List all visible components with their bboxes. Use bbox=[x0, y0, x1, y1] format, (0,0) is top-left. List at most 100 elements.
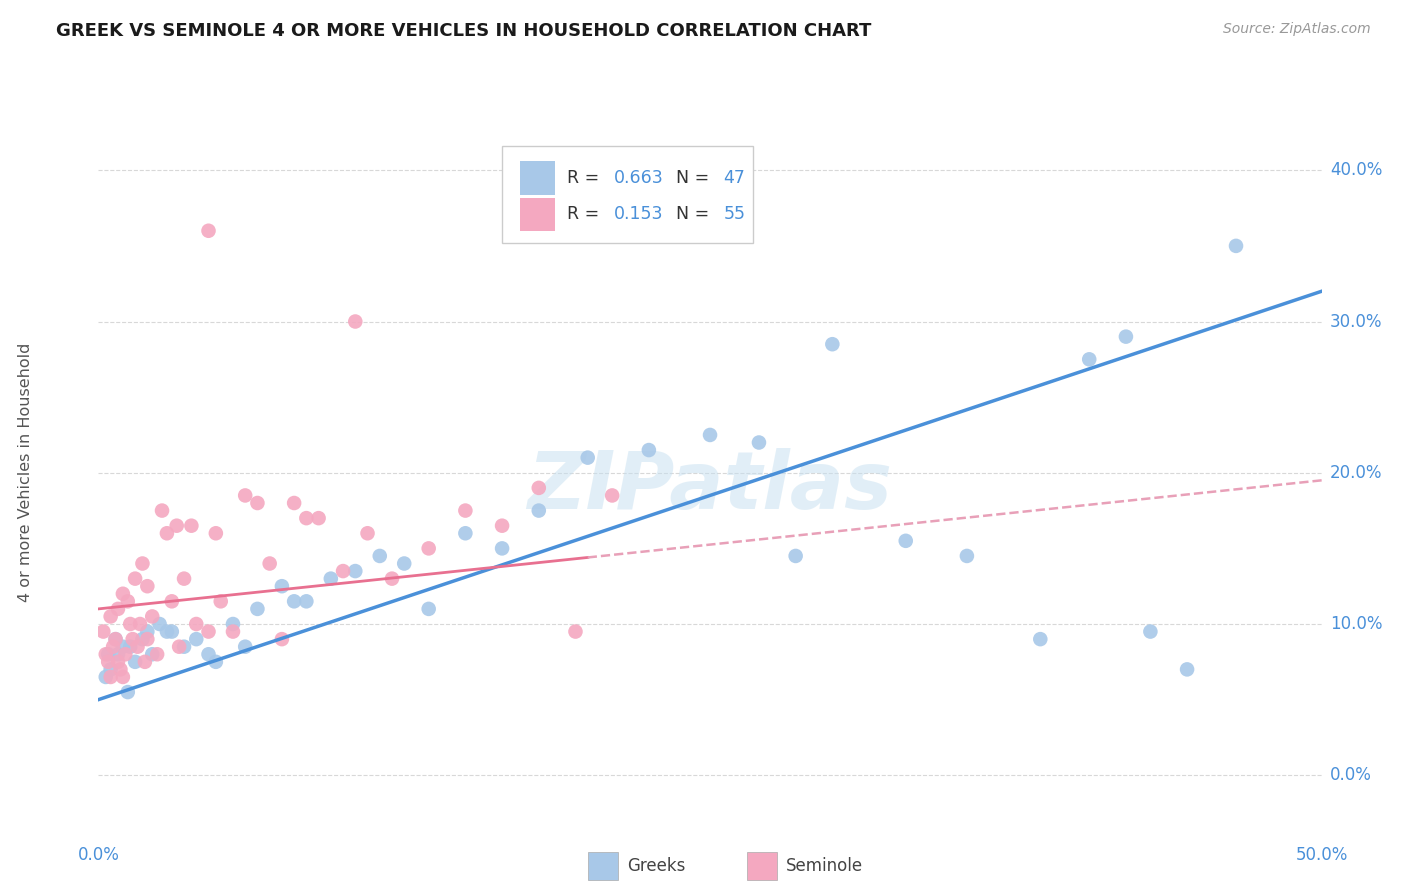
Point bbox=[94, 670, 117, 684]
Text: Seminole: Seminole bbox=[786, 857, 863, 875]
Point bbox=[110, 662, 132, 676]
Point bbox=[107, 602, 129, 616]
Point bbox=[197, 647, 219, 661]
Point bbox=[160, 624, 183, 639]
Point bbox=[94, 647, 117, 661]
Text: 40.0%: 40.0% bbox=[1330, 161, 1382, 179]
Point bbox=[197, 624, 219, 639]
Point bbox=[141, 609, 163, 624]
Point bbox=[246, 602, 269, 616]
Point bbox=[222, 624, 245, 639]
Text: 0.0%: 0.0% bbox=[77, 846, 120, 863]
Point bbox=[344, 564, 367, 578]
Point bbox=[150, 503, 173, 517]
Point bbox=[748, 435, 770, 450]
Point bbox=[1078, 352, 1101, 367]
Text: N =: N = bbox=[665, 205, 714, 223]
Text: 0.153: 0.153 bbox=[613, 205, 662, 223]
Point bbox=[111, 640, 134, 654]
Point bbox=[91, 624, 114, 639]
Point bbox=[283, 496, 305, 510]
Point bbox=[332, 564, 354, 578]
Point bbox=[180, 518, 202, 533]
Point bbox=[491, 518, 513, 533]
Point bbox=[156, 526, 179, 541]
Text: 30.0%: 30.0% bbox=[1330, 312, 1382, 331]
Text: 0.663: 0.663 bbox=[613, 169, 664, 187]
Point bbox=[136, 579, 159, 593]
Point bbox=[295, 594, 318, 608]
Point bbox=[637, 443, 661, 458]
Bar bbox=[520, 161, 555, 194]
Point bbox=[1175, 662, 1198, 676]
Text: R =: R = bbox=[567, 169, 605, 187]
Point bbox=[1115, 329, 1137, 343]
Point bbox=[956, 549, 979, 563]
Text: ZIPatlas: ZIPatlas bbox=[527, 448, 893, 525]
Point bbox=[160, 594, 183, 608]
Point bbox=[141, 647, 163, 661]
Point bbox=[246, 496, 269, 510]
Point bbox=[209, 594, 232, 608]
Point bbox=[129, 617, 152, 632]
Point bbox=[894, 533, 917, 548]
Text: GREEK VS SEMINOLE 4 OR MORE VEHICLES IN HOUSEHOLD CORRELATION CHART: GREEK VS SEMINOLE 4 OR MORE VEHICLES IN … bbox=[56, 22, 872, 40]
Point bbox=[454, 526, 477, 541]
Point bbox=[418, 541, 440, 556]
Point bbox=[564, 624, 586, 639]
Point bbox=[283, 594, 305, 608]
Point bbox=[205, 526, 228, 541]
Point bbox=[308, 511, 330, 525]
Text: 50.0%: 50.0% bbox=[1295, 846, 1348, 863]
Point bbox=[319, 572, 342, 586]
Point bbox=[121, 632, 143, 647]
Point bbox=[785, 549, 807, 563]
Point bbox=[600, 488, 623, 502]
Point bbox=[131, 557, 153, 571]
Point bbox=[527, 503, 550, 517]
Text: R =: R = bbox=[567, 205, 605, 223]
Bar bbox=[588, 852, 619, 880]
Text: N =: N = bbox=[665, 169, 714, 187]
Point bbox=[344, 314, 367, 328]
Text: 0.0%: 0.0% bbox=[1330, 766, 1372, 784]
Point bbox=[233, 640, 256, 654]
Bar bbox=[520, 198, 555, 231]
Point bbox=[156, 624, 179, 639]
Point bbox=[222, 617, 245, 632]
Point bbox=[197, 224, 219, 238]
Point bbox=[117, 594, 139, 608]
Point bbox=[100, 662, 122, 676]
Point bbox=[146, 647, 169, 661]
Point bbox=[167, 640, 190, 654]
Point bbox=[97, 647, 120, 661]
Point bbox=[120, 617, 142, 632]
Point bbox=[699, 428, 721, 442]
Point bbox=[186, 632, 208, 647]
Text: 20.0%: 20.0% bbox=[1330, 464, 1382, 482]
Point bbox=[101, 640, 124, 654]
Point bbox=[527, 481, 550, 495]
FancyBboxPatch shape bbox=[502, 145, 752, 244]
Point bbox=[270, 632, 294, 647]
Point bbox=[136, 624, 159, 639]
Point bbox=[104, 632, 127, 647]
Text: Source: ZipAtlas.com: Source: ZipAtlas.com bbox=[1223, 22, 1371, 37]
Text: Greeks: Greeks bbox=[627, 857, 685, 875]
Point bbox=[233, 488, 256, 502]
Point bbox=[120, 640, 142, 654]
Point bbox=[454, 503, 477, 517]
Point bbox=[117, 685, 139, 699]
Point bbox=[149, 617, 172, 632]
Point bbox=[1029, 632, 1052, 647]
Point bbox=[131, 632, 153, 647]
Text: 55: 55 bbox=[724, 205, 745, 223]
Point bbox=[295, 511, 318, 525]
Point bbox=[392, 557, 416, 571]
Point bbox=[186, 617, 208, 632]
Point bbox=[111, 587, 134, 601]
Point bbox=[576, 450, 599, 465]
Point bbox=[205, 655, 228, 669]
Point bbox=[166, 518, 188, 533]
Point bbox=[114, 647, 136, 661]
